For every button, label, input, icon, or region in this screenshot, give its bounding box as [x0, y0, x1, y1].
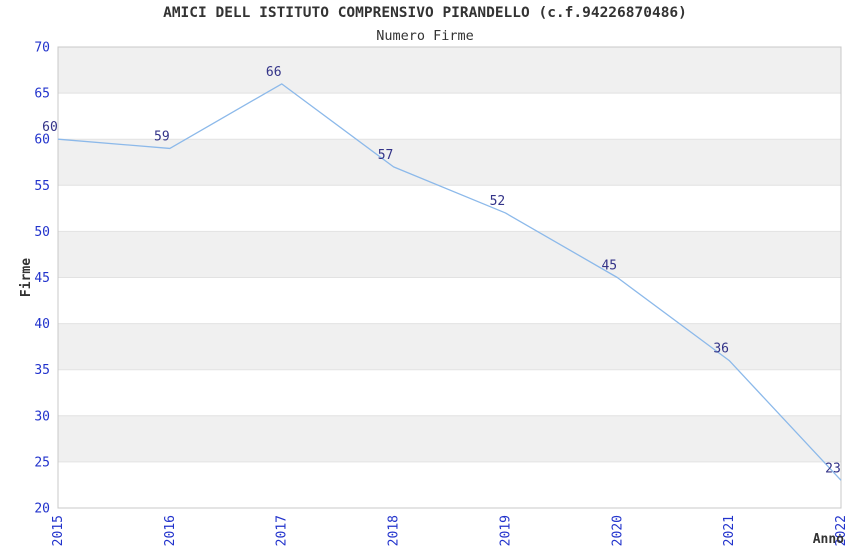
- data-point-label: 23: [825, 461, 841, 476]
- chart-subtitle: Numero Firme: [376, 28, 474, 44]
- y-tick-label: 35: [34, 363, 50, 378]
- y-tick-label: 20: [34, 502, 50, 517]
- data-point-label: 36: [713, 341, 729, 356]
- y-tick-label: 70: [34, 41, 50, 56]
- data-point-label: 60: [42, 120, 58, 135]
- y-axis-title: Firme: [19, 258, 34, 297]
- x-tick-label: 2019: [498, 515, 513, 546]
- chart-band: [58, 369, 841, 416]
- y-tick-label: 65: [34, 87, 50, 102]
- plot-border: [57, 46, 842, 509]
- chart-title: AMICI DELL ISTITUTO COMPRENSIVO PIRANDEL…: [163, 5, 687, 21]
- y-tick-label: 50: [34, 225, 50, 240]
- chart-band: [58, 93, 841, 140]
- data-point-label: 45: [601, 259, 617, 274]
- data-point-label: 57: [378, 148, 394, 163]
- chart-band: [58, 139, 841, 186]
- x-tick-label: 2021: [722, 515, 737, 546]
- chart-band: [58, 277, 841, 324]
- chart-band: [58, 231, 841, 278]
- data-point-label: 52: [490, 194, 506, 209]
- y-tick-label: 40: [34, 317, 50, 332]
- x-tick-label: 2015: [51, 515, 66, 546]
- data-point-label: 66: [266, 65, 282, 80]
- x-axis-title: Anno: [813, 532, 844, 547]
- x-tick-label: 2022: [834, 515, 849, 546]
- x-tick-label: 2016: [163, 515, 178, 546]
- chart-band: [58, 185, 841, 232]
- y-tick-label: 30: [34, 409, 50, 424]
- chart-band: [58, 461, 841, 508]
- x-tick-label: 2020: [610, 515, 625, 546]
- y-tick-label: 60: [34, 133, 50, 148]
- x-tick-label: 2018: [387, 515, 402, 546]
- y-tick-label: 25: [34, 455, 50, 470]
- data-point-label: 59: [154, 129, 170, 144]
- y-tick-label: 45: [34, 271, 50, 286]
- chart-band: [58, 47, 841, 94]
- x-tick-label: 2017: [275, 515, 290, 546]
- y-tick-label: 55: [34, 179, 50, 194]
- chart-band: [58, 415, 841, 462]
- data-line: [57, 83, 842, 481]
